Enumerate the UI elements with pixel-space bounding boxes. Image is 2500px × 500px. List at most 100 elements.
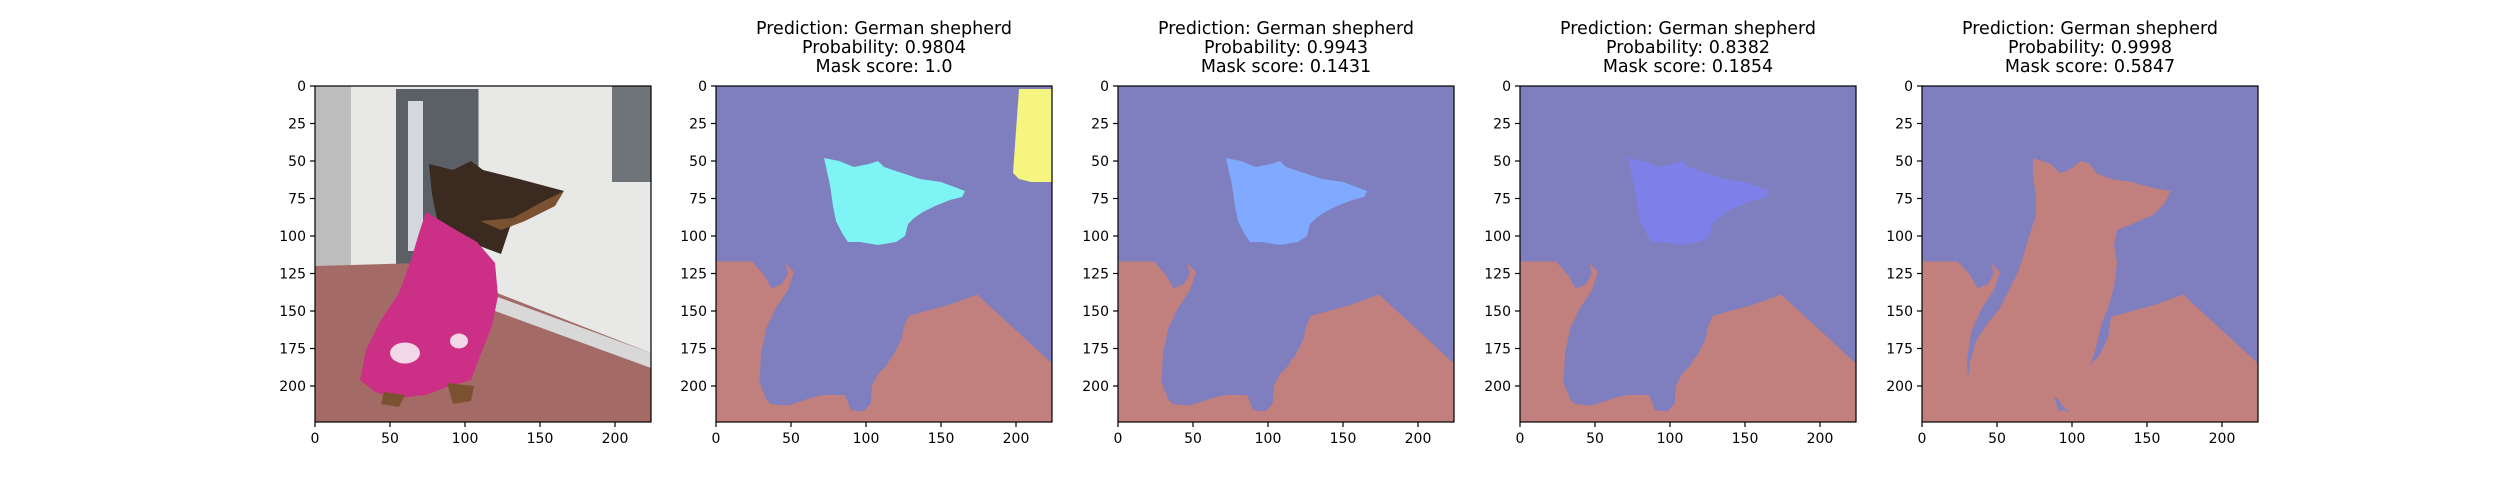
- y-tick-label: 75: [689, 192, 707, 208]
- x-tick-label: 200: [1405, 431, 1432, 447]
- x-tick-label: 50: [381, 431, 399, 447]
- panel-title-line: Mask score: 1.0: [816, 57, 953, 77]
- y-tick-label: 100: [680, 229, 707, 245]
- y-tick-label: 150: [680, 304, 707, 320]
- x-tick-label: 100: [2059, 431, 2086, 447]
- y-tick-label: 175: [1484, 342, 1511, 358]
- x-tick-label: 50: [1586, 431, 1604, 447]
- plot-area: 0 50 100 150 200 0 25 50 75 100 125 150 175 200: [1082, 79, 1455, 447]
- photo-window-frame: [408, 101, 423, 251]
- y-tick-label: 25: [1091, 117, 1109, 133]
- x-tick-label: 100: [853, 431, 880, 447]
- y-tick-label: 175: [279, 342, 306, 358]
- y-tick-label: 50: [1091, 154, 1109, 170]
- y-tick-label: 100: [1082, 229, 1109, 245]
- input-photo: [315, 86, 651, 422]
- panel-title-line: Probability: 0.9943: [1204, 38, 1368, 58]
- mask-foreground-region: [716, 261, 1052, 422]
- y-tick-label: 200: [1082, 379, 1109, 395]
- y-tick-label: 125: [680, 267, 707, 283]
- photo-dog-head: [429, 161, 564, 254]
- y-tick-label: 0: [1502, 79, 1511, 95]
- x-tick-label: 100: [1657, 431, 1684, 447]
- mask-dog-body-region: [1161, 251, 1313, 412]
- mask-foreground-region: [1922, 261, 2258, 422]
- y-tick-label: 150: [279, 304, 306, 320]
- panel-title-line: Prediction: German shepherd: [1962, 19, 2218, 39]
- y-tick-label: 200: [680, 379, 707, 395]
- plot-area: 0 50 100 150 200 0 25 50 75 100 125 150 175 200: [279, 79, 652, 447]
- x-tick-label: 0: [1918, 431, 1927, 447]
- panel-title-line: Prediction: German shepherd: [1158, 19, 1414, 39]
- axes-frame: [1519, 85, 1857, 423]
- panel-title-line: Probability: 0.9998: [2008, 38, 2172, 58]
- axes-frame: [314, 85, 652, 423]
- y-tick-label: 25: [288, 117, 306, 133]
- y-tick-label: 0: [1904, 79, 1913, 95]
- mask-dog-body-region: [1563, 251, 1715, 412]
- photo-dog-muzzle: [480, 191, 564, 230]
- y-tick-label: 50: [1493, 154, 1511, 170]
- photo-shadow: [315, 86, 351, 266]
- x-tick-label: 0: [1516, 431, 1525, 447]
- y-tick-label: 25: [1895, 117, 1913, 133]
- panel-title-line: Mask score: 0.5847: [2005, 57, 2175, 77]
- mask-dog-head-region: [1226, 158, 1367, 245]
- x-tick-label: 0: [1114, 431, 1123, 447]
- x-tick-label: 150: [1732, 431, 1759, 447]
- x-tick-label: 200: [1807, 431, 1834, 447]
- y-tick-label: 50: [288, 154, 306, 170]
- y-tick-label: 150: [1082, 304, 1109, 320]
- photo-baseboard: [495, 296, 651, 368]
- x-tick-label: 200: [2209, 431, 2236, 447]
- plot-area: 0 50 100 150 200 0 25 50 75 100 125 150 175 200: [1886, 79, 2259, 447]
- y-tick-label: 100: [1484, 229, 1511, 245]
- y-tick-label: 125: [1082, 267, 1109, 283]
- axes-frame: [1117, 85, 1455, 423]
- y-tick-label: 100: [1886, 229, 1913, 245]
- x-tick-label: 50: [1988, 431, 2006, 447]
- y-tick-label: 125: [1886, 267, 1913, 283]
- y-tick-label: 200: [279, 379, 306, 395]
- segmentation-mask: [716, 86, 1052, 422]
- panel-title-line: Prediction: German shepherd: [1560, 19, 1816, 39]
- x-tick-label: 150: [928, 431, 955, 447]
- panel-title-line: Probability: 0.8382: [1606, 38, 1770, 58]
- x-tick-label: 50: [1184, 431, 1202, 447]
- mask-foreground-region: [1520, 261, 1856, 422]
- segmentation-mask: [1520, 86, 1856, 422]
- y-tick-label: 75: [1493, 192, 1511, 208]
- mask-dog-region: [1967, 158, 2171, 413]
- x-tick-label: 100: [1255, 431, 1282, 447]
- panels: 0 50 100 150 2000255075100125150175200Predic…: [279, 19, 2259, 447]
- y-tick-label: 100: [279, 229, 306, 245]
- y-tick-label: 25: [689, 117, 707, 133]
- panel-1: 0 50 100 150 200 0 25 50 75 100 125 150 175 200: [279, 79, 652, 447]
- x-tick-label: 0: [712, 431, 721, 447]
- y-tick-label: 125: [1484, 267, 1511, 283]
- y-tick-label: 200: [1484, 379, 1511, 395]
- y-tick-label: 0: [698, 79, 707, 95]
- x-tick-label: 100: [452, 431, 479, 447]
- y-tick-label: 50: [689, 154, 707, 170]
- panel-title-line: Prediction: German shepherd: [756, 19, 1012, 39]
- panel-2: Prediction: German shepherdProbability: …: [680, 19, 1053, 447]
- mask-dog-head-region: [1628, 158, 1769, 245]
- y-tick-label: 150: [1484, 304, 1511, 320]
- x-tick-label: 50: [782, 431, 800, 447]
- y-tick-label: 150: [1886, 304, 1913, 320]
- photo-towel-print: [450, 333, 468, 349]
- photo-towel-print: [390, 342, 420, 364]
- y-tick-label: 175: [1886, 342, 1913, 358]
- panel-3: Prediction: German shepherdProbability: …: [1082, 19, 1455, 447]
- panel-4: Prediction: German shepherdProbability: …: [1484, 19, 1857, 447]
- x-tick-label: 200: [1003, 431, 1030, 447]
- y-tick-label: 200: [1886, 379, 1913, 395]
- photo-window-right: [612, 86, 651, 182]
- y-tick-label: 25: [1493, 117, 1511, 133]
- mask-dog-body-region: [759, 251, 911, 412]
- mask-dog-head-region: [824, 158, 965, 245]
- plot-area: 0 50 100 150 200 0 25 50 75 100 125 150 175 200: [680, 79, 1053, 447]
- mask-extra-region: [1013, 89, 1052, 182]
